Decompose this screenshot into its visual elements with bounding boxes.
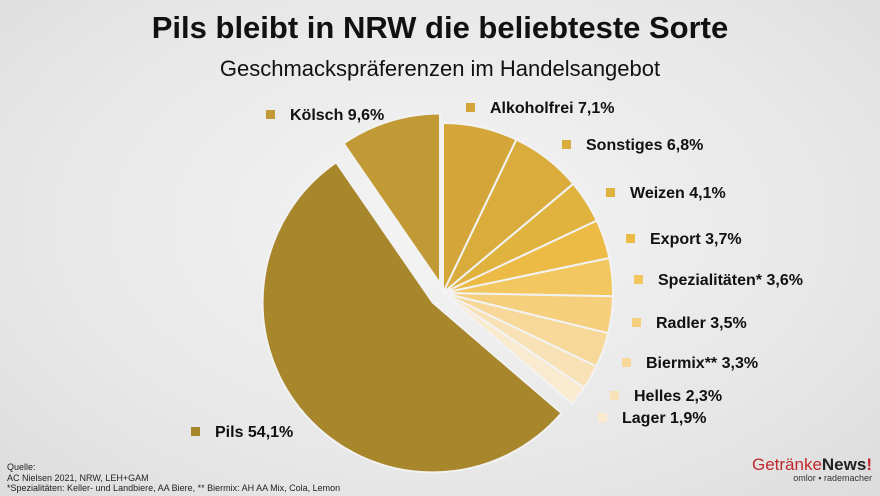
- logo: GetränkeNews! omlor ▪ rademacher: [751, 455, 872, 483]
- source-text: AC Nielsen 2021, NRW, LEH+GAM: [7, 472, 149, 483]
- data-label: Pils 54,1%: [215, 424, 293, 441]
- data-label: Weizen 4,1%: [630, 185, 726, 202]
- footnote: *Spezialitäten: Keller- und Landbiere, A…: [7, 483, 341, 493]
- legend-marker: [598, 413, 607, 422]
- data-label: Sonstiges 6,8%: [586, 137, 703, 154]
- legend-marker: [191, 427, 200, 436]
- data-label: Radler 3,5%: [656, 315, 747, 332]
- chart-title: Pils bleibt in NRW die beliebteste Sorte: [151, 10, 729, 45]
- pie-slice-lager: [442, 292, 586, 406]
- data-label: Biermix** 3,3%: [646, 355, 758, 372]
- source-note: Quelle: AC Nielsen 2021, NRW, LEH+GAM *S…: [7, 462, 340, 494]
- data-label: Export 3,7%: [650, 231, 742, 248]
- data-label: Spezialitäten* 3,6%: [658, 272, 803, 289]
- legend-marker: [622, 358, 631, 367]
- data-label: Lager 1,9%: [622, 410, 706, 427]
- chart-subtitle: Geschmackspräferenzen im Handelsangebot: [219, 56, 661, 81]
- pie-slice-pils: [261, 160, 563, 474]
- data-label: Alkoholfrei 7,1%: [490, 100, 614, 117]
- legend-marker: [266, 110, 275, 119]
- legend-marker: [606, 188, 615, 197]
- source-heading: Quelle:: [7, 462, 36, 472]
- legend-marker: [634, 275, 643, 284]
- data-label: Helles 2,3%: [634, 388, 722, 405]
- legend-marker: [466, 103, 475, 112]
- legend-marker: [562, 140, 571, 149]
- legend-marker: [632, 318, 641, 327]
- pie-slice-klsch: [342, 112, 442, 287]
- legend-marker: [626, 234, 635, 243]
- legend-marker: [610, 391, 619, 400]
- data-label: Kölsch 9,6%: [290, 107, 384, 124]
